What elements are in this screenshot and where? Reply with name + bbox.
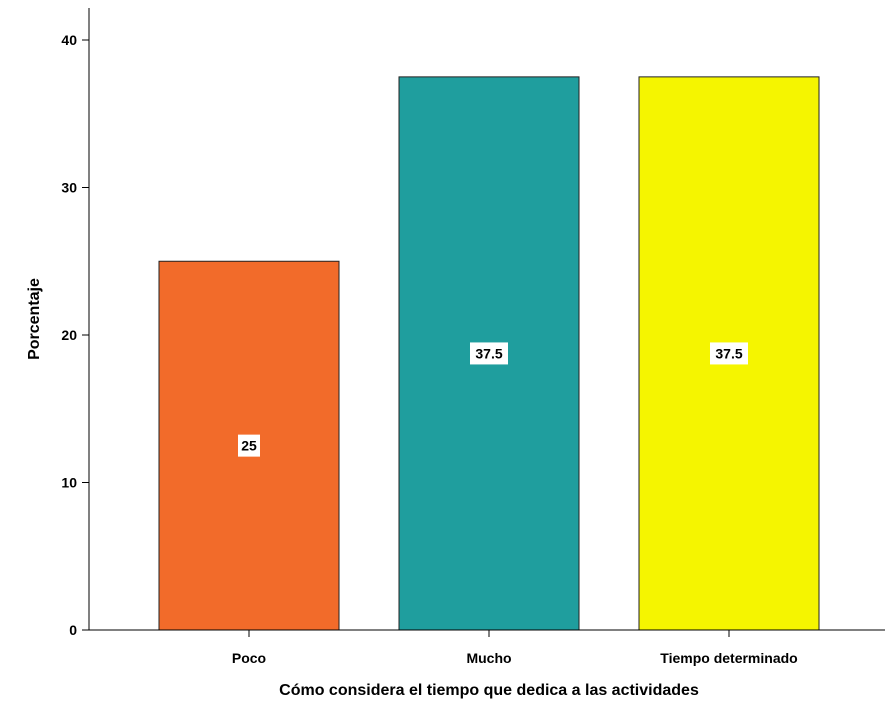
x-tick-label: Mucho bbox=[466, 650, 511, 666]
data-labels-group: 25 37.5 37.5 bbox=[238, 342, 748, 457]
x-axis-title: Cómo considera el tiempo que dedica a la… bbox=[279, 682, 699, 699]
axes-group bbox=[88, 8, 885, 631]
data-label-box bbox=[710, 342, 748, 365]
y-ticks-group: 0 10 20 30 40 bbox=[61, 32, 89, 638]
y-tick-label: 0 bbox=[69, 622, 77, 638]
data-label: 37.5 bbox=[470, 342, 508, 365]
y-tick-label: 10 bbox=[61, 475, 77, 491]
y-tick-label: 20 bbox=[61, 327, 77, 343]
x-tick-label: Tiempo determinado bbox=[660, 650, 797, 666]
data-label-box bbox=[470, 342, 508, 365]
data-label: 37.5 bbox=[710, 342, 748, 365]
y-axis-title: Porcentaje bbox=[26, 278, 43, 360]
data-label: 25 bbox=[238, 434, 260, 457]
x-tick-label: Poco bbox=[232, 650, 266, 666]
data-label-text: 37.5 bbox=[475, 345, 502, 361]
data-label-text: 25 bbox=[241, 438, 257, 454]
data-label-text: 37.5 bbox=[715, 345, 742, 361]
y-tick-label: 30 bbox=[61, 180, 77, 196]
y-tick-label: 40 bbox=[61, 32, 77, 48]
data-label-box bbox=[238, 434, 260, 457]
x-ticks-group: Poco Mucho Tiempo determinado bbox=[232, 630, 798, 666]
